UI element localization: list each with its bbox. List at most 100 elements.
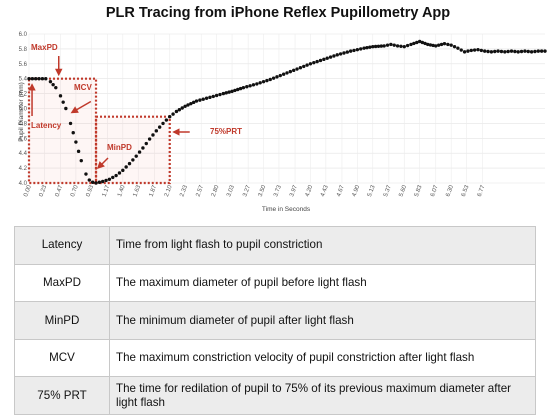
- y-tick-label: 4.0: [19, 181, 28, 187]
- trace-point: [124, 165, 128, 169]
- x-tick-label: 6.77: [477, 184, 487, 198]
- definition-text: The maximum diameter of pupil before lig…: [109, 263, 536, 303]
- trace-point: [30, 77, 35, 81]
- trace-point: [90, 180, 95, 184]
- trace-point: [211, 94, 215, 99]
- trace-point: [519, 49, 524, 54]
- definition-row: Latency Time from light flash to pupil co…: [14, 226, 536, 265]
- y-tick-label: 4.6: [19, 136, 28, 142]
- annotation-box: [94, 115, 171, 185]
- trace-point: [168, 114, 172, 119]
- definition-text: The maximum constriction velocity of pup…: [109, 338, 536, 378]
- x-tick-label: 5.37: [383, 184, 393, 198]
- trace-point: [312, 60, 316, 65]
- trace-point: [64, 106, 68, 111]
- trace-point: [204, 96, 209, 100]
- trace-point: [436, 43, 441, 47]
- trace-point: [345, 50, 350, 54]
- trace-point: [245, 85, 249, 89]
- trace-point: [434, 44, 438, 48]
- x-axis-label: Time in Seconds: [262, 206, 311, 213]
- trace-point: [161, 121, 165, 126]
- trace-point: [368, 45, 372, 49]
- trace-point: [104, 178, 108, 183]
- trace-point: [399, 44, 403, 48]
- trace-point: [44, 77, 48, 81]
- trace-point: [315, 59, 319, 64]
- trace-point: [449, 43, 453, 47]
- trace-point: [389, 42, 393, 47]
- trace-point: [61, 100, 65, 104]
- trace-point: [278, 73, 282, 78]
- definition-term: Latency: [14, 226, 110, 265]
- chart-title: PLR Tracing from iPhone Reflex Pupillome…: [106, 5, 450, 21]
- x-tick-label: 0.47: [55, 184, 65, 198]
- trace-point: [417, 39, 422, 44]
- chart-grid: [28, 33, 545, 184]
- y-tick-label: 5.2: [19, 92, 28, 98]
- trace-point: [236, 87, 240, 92]
- trace-point: [395, 44, 400, 48]
- x-tick-label: 0.93: [86, 184, 96, 198]
- trace-point: [456, 46, 460, 50]
- x-tick-label: 5.60: [399, 184, 409, 198]
- trace-point: [322, 57, 326, 62]
- definition-row: MaxPD The maximum diameter of pupil befor…: [14, 263, 536, 303]
- trace-point: [54, 85, 58, 90]
- definition-term: MinPD: [14, 301, 110, 340]
- trace-point: [107, 177, 112, 181]
- x-tick-label: 6.07: [430, 184, 440, 198]
- trace-point: [271, 76, 276, 80]
- x-tick-label: 2.80: [211, 184, 221, 198]
- annotation-labels: MaxPD MCV Latency MinPD 75%PRT: [31, 43, 242, 152]
- trace-point: [171, 112, 175, 116]
- x-tick-label: 1.87: [149, 184, 159, 198]
- definition-text: The time for redilation of pupil to 75% …: [109, 376, 536, 415]
- trace-point: [79, 158, 83, 163]
- trace-point: [503, 50, 507, 54]
- x-tick-label: 4.90: [352, 184, 362, 198]
- trace-point: [101, 179, 105, 184]
- trace-point: [238, 86, 243, 91]
- trace-point: [292, 68, 296, 73]
- trace-point: [338, 52, 343, 56]
- definition-text: The minimum diameter of pupil after ligh…: [109, 301, 536, 340]
- y-tick-label: 4.2: [19, 166, 28, 172]
- x-tick-label: 4.43: [320, 184, 330, 198]
- trace-point: [439, 42, 444, 47]
- definition-term: MCV: [14, 338, 110, 378]
- trace-point: [58, 94, 63, 98]
- trace-point: [452, 44, 457, 49]
- trace-point: [362, 46, 366, 50]
- trace-point: [84, 172, 88, 176]
- trace-point: [218, 92, 222, 97]
- x-tick-label: 3.73: [273, 184, 283, 198]
- trace-point: [426, 42, 430, 47]
- trace-point: [141, 146, 145, 150]
- y-tick-label: 5.0: [19, 107, 28, 113]
- trace-point: [248, 84, 252, 88]
- trace-point: [482, 49, 487, 53]
- trace-point: [342, 51, 346, 55]
- trace-point: [295, 67, 299, 71]
- trace-point: [251, 83, 256, 87]
- definition-row: MCV The maximum constriction velocity of …: [14, 338, 536, 378]
- trace-point: [111, 175, 115, 180]
- y-tick-label: 6.0: [19, 32, 28, 38]
- x-tick-label: 3.97: [289, 184, 299, 198]
- definition-term: 75% PRT: [14, 376, 110, 415]
- trace-point: [402, 44, 406, 49]
- y-axis-label: Pupil Diameter (mm): [18, 82, 25, 142]
- trace-point: [214, 93, 219, 98]
- trace-point: [40, 77, 45, 81]
- trace-point: [420, 40, 425, 45]
- trace-point: [233, 88, 237, 93]
- x-tick-label: 0.23: [39, 184, 49, 198]
- trace-point: [499, 49, 504, 54]
- pupil-trace: [27, 39, 547, 185]
- trace-point: [446, 42, 450, 47]
- trace-point: [230, 89, 234, 94]
- trace-point: [177, 108, 182, 112]
- minpd-arrow: [96, 157, 109, 170]
- definition-row: MinPD The minimum diameter of pupil after…: [14, 301, 536, 340]
